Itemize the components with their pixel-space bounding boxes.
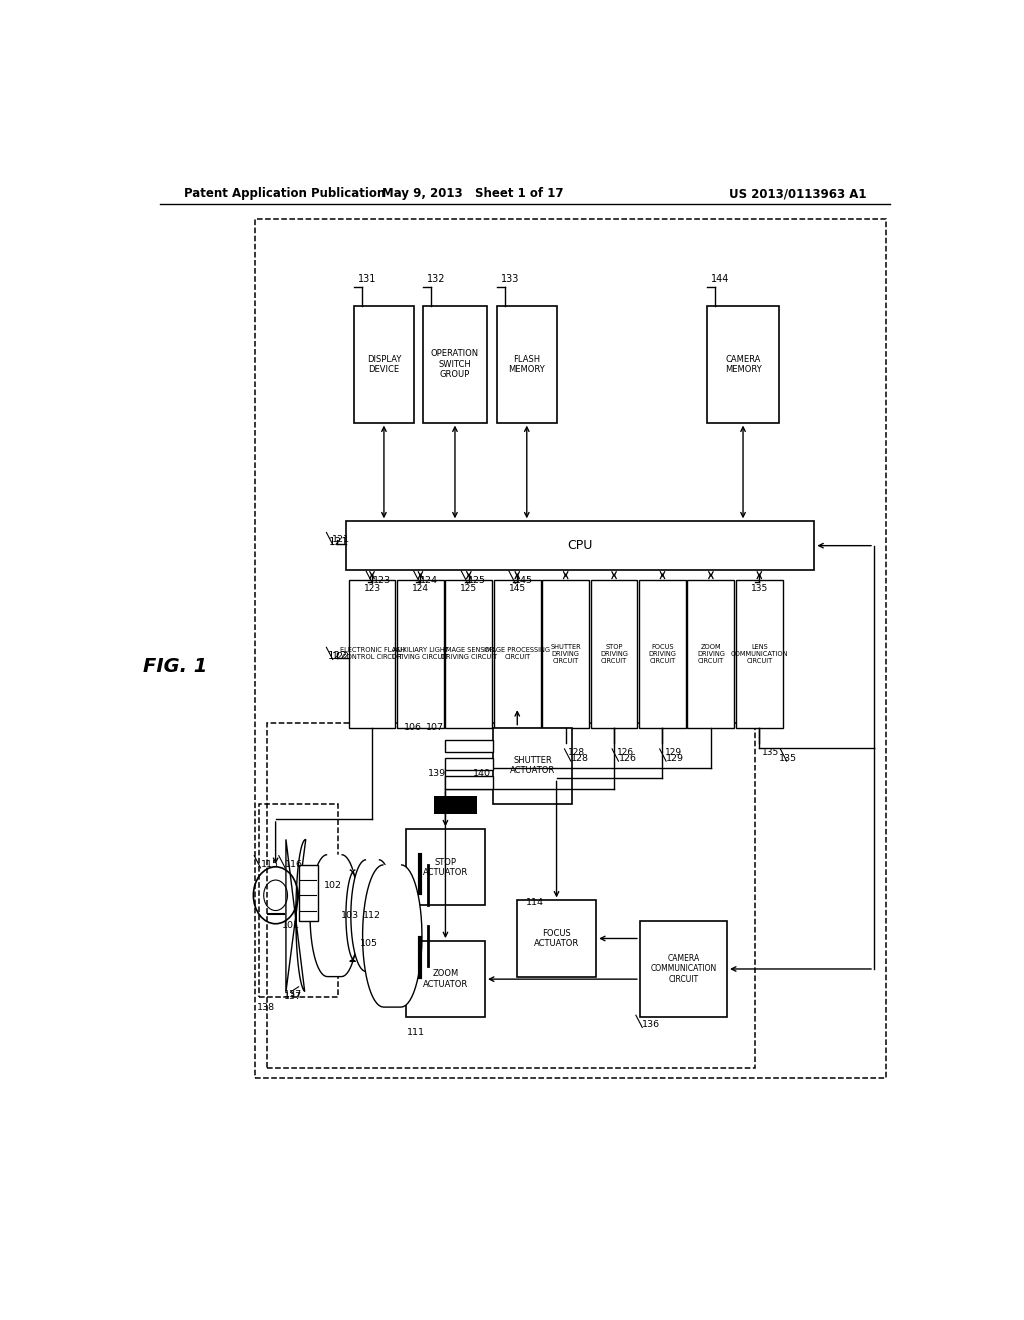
FancyBboxPatch shape bbox=[494, 727, 572, 804]
Text: 137: 137 bbox=[284, 990, 302, 999]
Text: 101: 101 bbox=[282, 921, 300, 931]
Text: 102: 102 bbox=[324, 880, 342, 890]
Text: 125: 125 bbox=[468, 576, 485, 585]
Text: CAMERA
MEMORY: CAMERA MEMORY bbox=[725, 355, 762, 374]
FancyBboxPatch shape bbox=[736, 581, 782, 727]
Text: 123: 123 bbox=[364, 583, 381, 593]
FancyBboxPatch shape bbox=[433, 796, 477, 814]
Text: 124: 124 bbox=[420, 576, 438, 585]
FancyBboxPatch shape bbox=[348, 581, 395, 727]
FancyBboxPatch shape bbox=[445, 739, 494, 752]
Text: OPERATION
SWITCH
GROUP: OPERATION SWITCH GROUP bbox=[431, 350, 479, 379]
PathPatch shape bbox=[286, 840, 306, 991]
Text: 125: 125 bbox=[461, 583, 477, 593]
FancyBboxPatch shape bbox=[687, 581, 734, 727]
Text: 115: 115 bbox=[260, 861, 279, 870]
Text: 145: 145 bbox=[509, 583, 525, 593]
Text: 112: 112 bbox=[362, 911, 381, 920]
Text: CPU: CPU bbox=[567, 539, 593, 552]
FancyBboxPatch shape bbox=[445, 776, 494, 788]
FancyBboxPatch shape bbox=[397, 581, 443, 727]
Text: 135: 135 bbox=[778, 754, 797, 763]
FancyBboxPatch shape bbox=[517, 900, 596, 977]
Text: ZOOM
ACTUATOR: ZOOM ACTUATOR bbox=[423, 969, 468, 989]
Text: 144: 144 bbox=[712, 275, 730, 284]
Text: 135: 135 bbox=[751, 583, 768, 593]
Text: 129: 129 bbox=[666, 754, 684, 763]
Text: 133: 133 bbox=[501, 275, 519, 284]
Text: 126: 126 bbox=[618, 754, 637, 763]
Text: 137: 137 bbox=[284, 993, 302, 1002]
Text: 138: 138 bbox=[257, 1003, 274, 1011]
FancyBboxPatch shape bbox=[445, 581, 493, 727]
FancyBboxPatch shape bbox=[406, 829, 485, 906]
Text: 128: 128 bbox=[570, 754, 589, 763]
Text: Patent Application Publication: Patent Application Publication bbox=[183, 187, 385, 201]
Text: CAMERA
COMMUNICATION
CIRCUIT: CAMERA COMMUNICATION CIRCUIT bbox=[650, 954, 717, 983]
PathPatch shape bbox=[310, 854, 358, 977]
Text: IMAGE SENSOR
DRIVING CIRCUIT: IMAGE SENSOR DRIVING CIRCUIT bbox=[440, 647, 497, 660]
Text: 139: 139 bbox=[428, 768, 446, 777]
Text: 121: 121 bbox=[329, 537, 348, 546]
FancyBboxPatch shape bbox=[591, 581, 638, 727]
PathPatch shape bbox=[346, 870, 359, 961]
FancyBboxPatch shape bbox=[406, 941, 485, 1018]
Text: ZOOM
DRIVING
CIRCUIT: ZOOM DRIVING CIRCUIT bbox=[697, 644, 725, 664]
Text: IMAGE PROCESSING
CIRCUIT: IMAGE PROCESSING CIRCUIT bbox=[484, 647, 550, 660]
Text: 132: 132 bbox=[427, 275, 445, 284]
Text: 128: 128 bbox=[568, 748, 585, 758]
FancyBboxPatch shape bbox=[354, 306, 414, 422]
FancyBboxPatch shape bbox=[708, 306, 778, 422]
PathPatch shape bbox=[362, 865, 422, 1007]
Text: SHUTTER
ACTUATOR: SHUTTER ACTUATOR bbox=[510, 756, 555, 775]
FancyBboxPatch shape bbox=[640, 921, 727, 1018]
FancyBboxPatch shape bbox=[639, 581, 686, 727]
FancyBboxPatch shape bbox=[543, 581, 589, 727]
Text: US 2013/0113963 A1: US 2013/0113963 A1 bbox=[728, 187, 866, 201]
Text: 103: 103 bbox=[341, 911, 358, 920]
FancyBboxPatch shape bbox=[423, 306, 486, 422]
Text: 124: 124 bbox=[412, 583, 429, 593]
Text: 106: 106 bbox=[404, 723, 422, 733]
Text: 135: 135 bbox=[762, 748, 779, 758]
Text: FLASH
MEMORY: FLASH MEMORY bbox=[508, 355, 545, 374]
Text: 123: 123 bbox=[373, 576, 390, 585]
Text: FOCUS
ACTUATOR: FOCUS ACTUATOR bbox=[534, 929, 580, 948]
Text: 105: 105 bbox=[359, 939, 378, 948]
Text: SHUTTER
DRIVING
CIRCUIT: SHUTTER DRIVING CIRCUIT bbox=[550, 644, 581, 664]
FancyBboxPatch shape bbox=[299, 865, 317, 921]
FancyBboxPatch shape bbox=[497, 306, 557, 422]
Text: 116: 116 bbox=[285, 861, 303, 870]
Text: 140: 140 bbox=[473, 768, 492, 777]
Text: 114: 114 bbox=[526, 898, 545, 907]
Text: 107: 107 bbox=[426, 723, 443, 733]
Text: 129: 129 bbox=[665, 748, 682, 758]
Text: 111: 111 bbox=[408, 1028, 425, 1038]
Text: 145: 145 bbox=[515, 576, 534, 585]
Text: FOCUS
DRIVING
CIRCUIT: FOCUS DRIVING CIRCUIT bbox=[648, 644, 677, 664]
Text: 131: 131 bbox=[358, 275, 377, 284]
Text: FIG. 1: FIG. 1 bbox=[143, 657, 208, 676]
Text: STOP
ACTUATOR: STOP ACTUATOR bbox=[423, 858, 468, 876]
FancyBboxPatch shape bbox=[494, 581, 541, 727]
Text: 136: 136 bbox=[642, 1020, 660, 1028]
Text: 126: 126 bbox=[616, 748, 634, 758]
Text: 121: 121 bbox=[332, 535, 350, 544]
PathPatch shape bbox=[351, 859, 394, 972]
Text: 122: 122 bbox=[332, 652, 350, 661]
FancyBboxPatch shape bbox=[445, 758, 494, 771]
Text: 122: 122 bbox=[328, 652, 348, 661]
Text: May 9, 2013   Sheet 1 of 17: May 9, 2013 Sheet 1 of 17 bbox=[383, 187, 564, 201]
Text: STOP
DRIVING
CIRCUIT: STOP DRIVING CIRCUIT bbox=[600, 644, 628, 664]
Text: LENS
COMMUNICATION
CIRCUIT: LENS COMMUNICATION CIRCUIT bbox=[730, 644, 788, 664]
Text: ELECTRONIC FLASH
CONTROL CIRCUIT: ELECTRONIC FLASH CONTROL CIRCUIT bbox=[340, 647, 404, 660]
Text: DISPLAY
DEVICE: DISPLAY DEVICE bbox=[367, 355, 401, 374]
FancyBboxPatch shape bbox=[346, 521, 814, 570]
Text: AUXILIARY LIGHT
DRIVING CIRCUIT: AUXILIARY LIGHT DRIVING CIRCUIT bbox=[392, 647, 449, 660]
